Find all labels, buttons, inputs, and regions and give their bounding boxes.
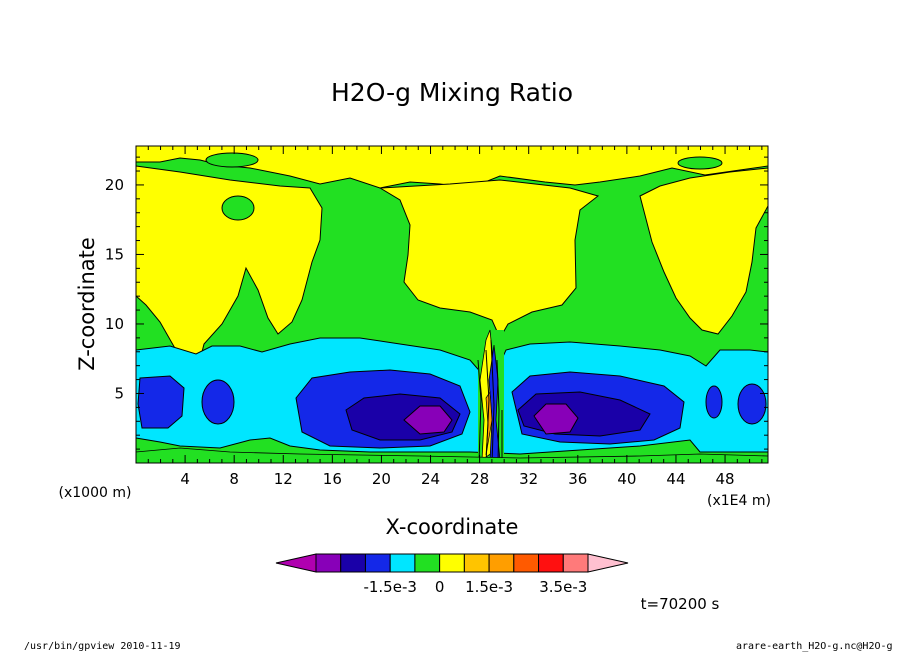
colorbar-swatch xyxy=(562,553,589,573)
contour-blue-left xyxy=(137,375,185,429)
x-axis: 4 8 12 16 20 24 28 32 36 40 44 48 xyxy=(147,146,763,488)
time-label: t=70200 s xyxy=(641,595,720,613)
colorbar-swatch xyxy=(513,553,540,573)
colorbar-swatch xyxy=(538,553,564,573)
footer-left: /usr/bin/gpview 2010-11-19 xyxy=(24,641,181,652)
x-axis-label: X-coordinate xyxy=(386,515,519,539)
colorbar-swatch xyxy=(414,553,441,573)
contour-blue-3 xyxy=(705,385,723,419)
x-tick-label: 40 xyxy=(617,470,636,488)
contour-purple-right xyxy=(533,403,579,435)
contour-blue-2 xyxy=(201,379,235,425)
colorbar-swatch xyxy=(389,553,416,573)
x-units-right: (x1E4 m) xyxy=(707,493,771,509)
contour-yellow-mid xyxy=(378,179,600,340)
contour-bottom-strip xyxy=(136,447,768,463)
x-tick-label: 28 xyxy=(470,470,489,488)
contour-blue-4 xyxy=(737,383,767,425)
y-axis-label: Z-coordinate xyxy=(75,237,99,371)
contour-yellow-top xyxy=(136,146,768,189)
footer-right: arare-earth_H2O-g.nc@H2O-g xyxy=(736,641,893,652)
colorbar-swatch xyxy=(439,553,465,573)
x-tick-label: 20 xyxy=(372,470,391,488)
colorbar-swatch xyxy=(463,553,490,573)
colorbar-swatch xyxy=(364,553,391,573)
y-axis: 5 10 15 20 xyxy=(105,156,768,450)
y-tick-label: 10 xyxy=(105,315,124,333)
contour-field xyxy=(136,146,768,463)
x-tick-label: 44 xyxy=(666,470,685,488)
x-tick-label: 4 xyxy=(180,470,190,488)
plot-frame xyxy=(135,145,769,464)
contour-green-island-3 xyxy=(677,156,723,170)
colorbar-label: 1.5e-3 xyxy=(465,578,513,596)
contour-purple-center xyxy=(403,405,453,435)
x-tick-label: 12 xyxy=(274,470,293,488)
contour-turbulent-column xyxy=(477,329,504,463)
contour-yellow-right xyxy=(639,167,768,335)
x-tick-label: 16 xyxy=(323,470,342,488)
colorbar-label: 3.5e-3 xyxy=(539,578,587,596)
contour-green-island-2 xyxy=(205,152,259,168)
x-tick-label: 48 xyxy=(716,470,735,488)
x-tick-label: 8 xyxy=(229,470,239,488)
colorbar: -1.5e-3 0 1.5e-3 3.5e-3 xyxy=(275,553,629,596)
x-tick-label: 36 xyxy=(568,470,587,488)
x-units-left: (x1000 m) xyxy=(59,485,132,501)
y-tick-label: 20 xyxy=(105,176,124,194)
x-tick-label: 32 xyxy=(519,470,538,488)
contour-green-island-1 xyxy=(221,195,255,221)
colorbar-swatch xyxy=(488,553,515,573)
chart-title: H2O-g Mixing Ratio xyxy=(331,78,573,107)
colorbar-swatch xyxy=(340,553,366,573)
y-tick-label: 15 xyxy=(105,245,124,263)
colorbar-under-triangle xyxy=(275,553,317,573)
colorbar-label: 0 xyxy=(435,578,445,596)
colorbar-over-triangle xyxy=(587,553,629,573)
x-tick-label: 24 xyxy=(421,470,440,488)
colorbar-swatch xyxy=(315,553,342,573)
colorbar-label: -1.5e-3 xyxy=(363,578,416,596)
y-tick-label: 5 xyxy=(114,384,124,402)
